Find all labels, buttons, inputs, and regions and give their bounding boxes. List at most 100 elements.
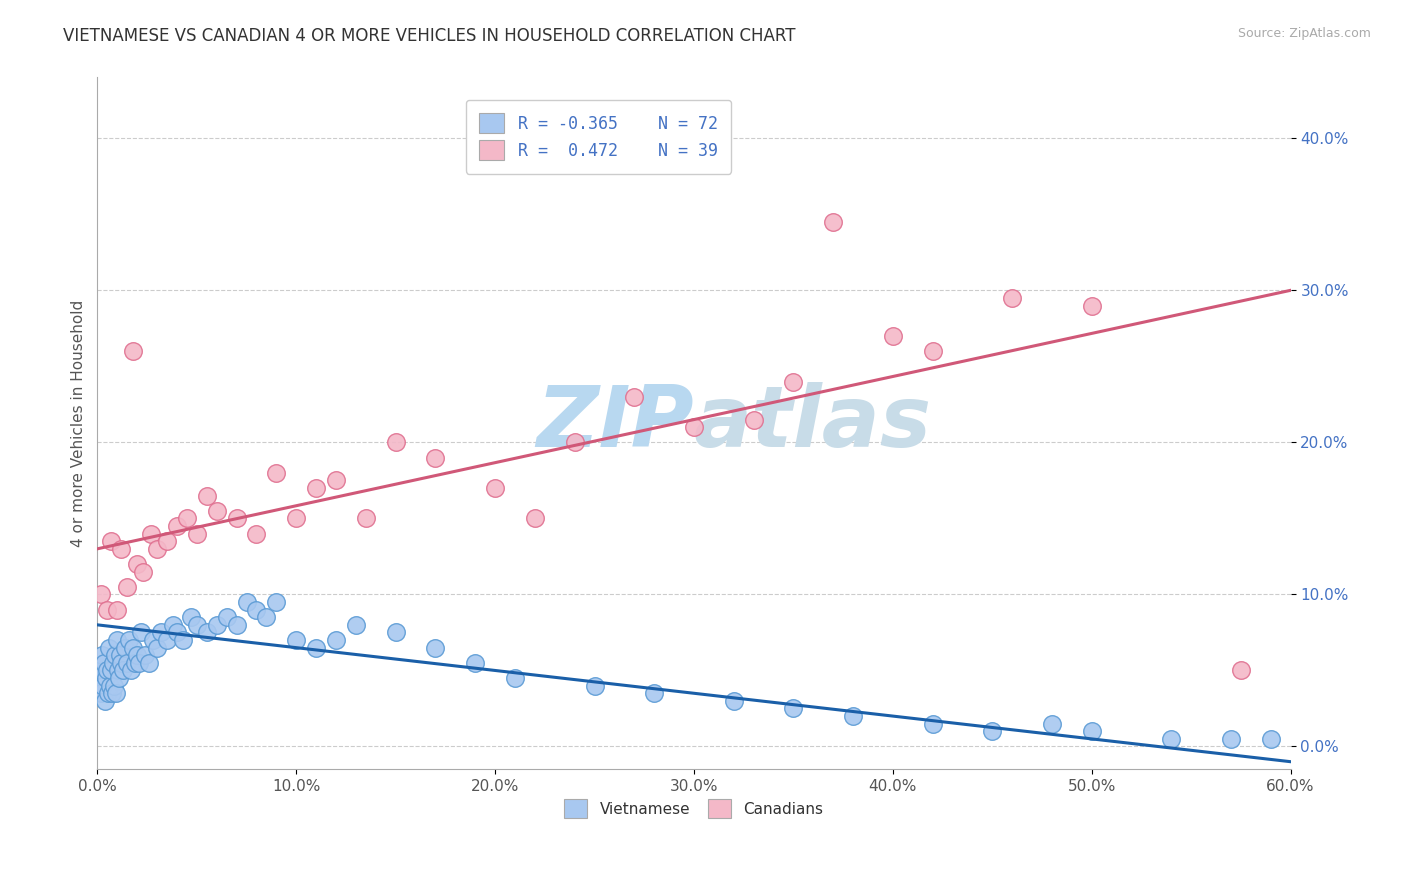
Point <box>384 435 406 450</box>
Point <box>110 541 132 556</box>
Point <box>683 420 706 434</box>
Point <box>195 489 218 503</box>
Point <box>354 511 377 525</box>
Point <box>134 648 156 663</box>
Text: ZIP: ZIP <box>536 382 695 465</box>
Point <box>643 686 665 700</box>
Point <box>1080 299 1102 313</box>
Point <box>115 580 138 594</box>
Point <box>503 671 526 685</box>
Point <box>156 633 179 648</box>
Y-axis label: 4 or more Vehicles in Household: 4 or more Vehicles in Household <box>72 300 86 547</box>
Point <box>146 640 169 655</box>
Point <box>128 656 150 670</box>
Point <box>166 519 188 533</box>
Point <box>285 633 308 648</box>
Text: VIETNAMESE VS CANADIAN 4 OR MORE VEHICLES IN HOUSEHOLD CORRELATION CHART: VIETNAMESE VS CANADIAN 4 OR MORE VEHICLE… <box>63 27 796 45</box>
Point <box>91 648 114 663</box>
Point <box>195 625 218 640</box>
Point <box>225 511 247 525</box>
Text: atlas: atlas <box>695 382 932 465</box>
Point <box>823 215 845 229</box>
Point <box>120 664 142 678</box>
Point <box>118 633 141 648</box>
Point <box>105 633 128 648</box>
Point <box>1219 731 1241 746</box>
Point <box>103 679 125 693</box>
Point <box>425 640 447 655</box>
Point <box>100 664 122 678</box>
Point <box>186 526 208 541</box>
Point <box>93 656 115 670</box>
Point <box>285 511 308 525</box>
Point <box>138 656 160 670</box>
Point <box>146 541 169 556</box>
Point <box>344 618 367 632</box>
Point <box>112 664 135 678</box>
Point <box>108 671 131 685</box>
Point <box>100 534 122 549</box>
Point <box>150 625 173 640</box>
Point <box>98 640 121 655</box>
Point <box>425 450 447 465</box>
Point <box>132 565 155 579</box>
Point <box>156 534 179 549</box>
Point <box>105 686 128 700</box>
Point <box>205 618 228 632</box>
Point <box>103 656 125 670</box>
Point <box>484 481 506 495</box>
Point <box>245 602 267 616</box>
Point <box>742 412 765 426</box>
Point <box>114 640 136 655</box>
Point <box>96 602 118 616</box>
Point <box>186 618 208 632</box>
Point <box>921 344 943 359</box>
Point <box>205 504 228 518</box>
Point <box>97 686 120 700</box>
Point <box>129 625 152 640</box>
Point <box>127 648 149 663</box>
Point <box>1040 716 1063 731</box>
Point <box>266 466 288 480</box>
Point <box>523 511 546 525</box>
Point <box>122 344 145 359</box>
Point <box>564 435 586 450</box>
Point <box>90 686 112 700</box>
Point <box>1260 731 1282 746</box>
Point <box>96 664 118 678</box>
Legend: Vietnamese, Canadians: Vietnamese, Canadians <box>558 793 830 824</box>
Point <box>215 610 238 624</box>
Point <box>110 648 132 663</box>
Point <box>325 633 347 648</box>
Point <box>782 701 804 715</box>
Point <box>176 511 198 525</box>
Point <box>235 595 257 609</box>
Point <box>225 618 247 632</box>
Point <box>305 481 328 495</box>
Point <box>172 633 194 648</box>
Point <box>127 557 149 571</box>
Point <box>384 625 406 640</box>
Point <box>94 694 117 708</box>
Point <box>245 526 267 541</box>
Point <box>139 526 162 541</box>
Point <box>90 587 112 601</box>
Point <box>842 709 865 723</box>
Point <box>91 679 114 693</box>
Point <box>162 618 184 632</box>
Point <box>166 625 188 640</box>
Point <box>325 474 347 488</box>
Point <box>124 656 146 670</box>
Point <box>89 671 111 685</box>
Point <box>1230 664 1253 678</box>
Point <box>1160 731 1182 746</box>
Point <box>115 656 138 670</box>
Point <box>464 656 486 670</box>
Point <box>623 390 645 404</box>
Text: Source: ZipAtlas.com: Source: ZipAtlas.com <box>1237 27 1371 40</box>
Point <box>104 648 127 663</box>
Point <box>583 679 606 693</box>
Point <box>105 602 128 616</box>
Point <box>723 694 745 708</box>
Point <box>96 671 118 685</box>
